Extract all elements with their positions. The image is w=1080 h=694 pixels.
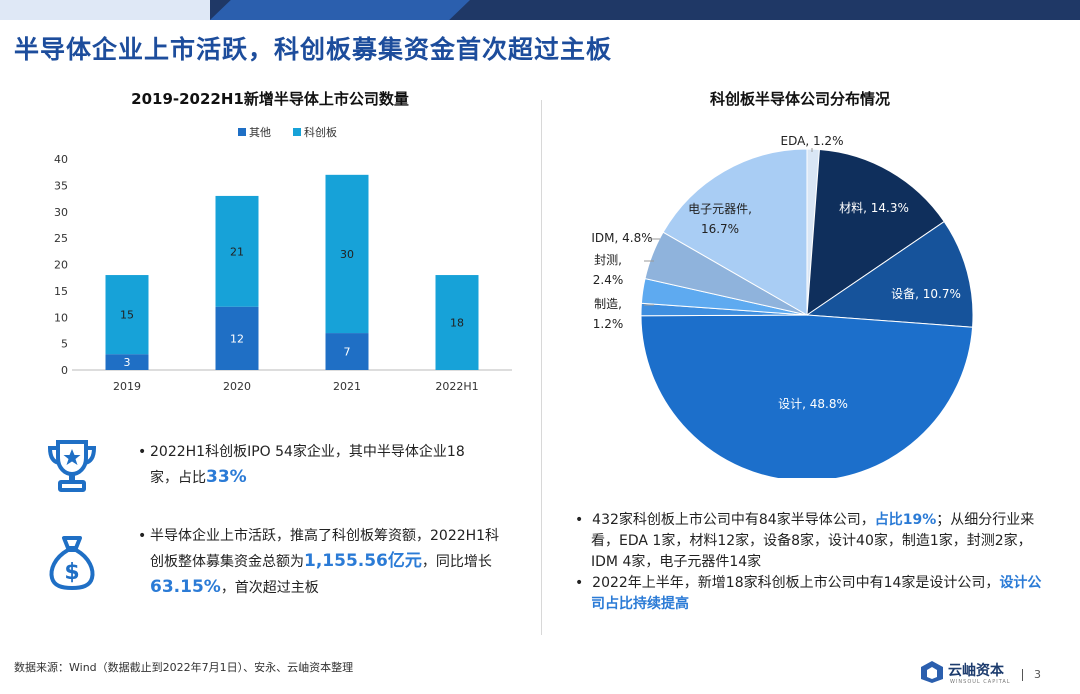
right-bullet-2: • 2022年上半年，新增18家科创板上市公司中有14家是设计公司，设计公司占比…	[575, 575, 1042, 612]
left-bullet-1-highlight: 33%	[206, 467, 247, 487]
pie-label-4: 制造, 1.2%	[593, 297, 624, 331]
pie-chart: EDA, 1.2% 材料, 14.3% 设备, 10.7% 设计, 48.8% 制造, 1…	[591, 134, 974, 478]
bar-0-2019	[105, 354, 149, 370]
right-bullet-1-suffix: ；从细分行业来看，EDA 1家，材料12家，设备8家，设计40家，制造1家，封测…	[591, 512, 1035, 570]
y-tick-label: 5	[61, 338, 68, 351]
y-tick-label: 15	[54, 285, 68, 298]
pie-label-0: EDA, 1.2%	[781, 134, 844, 148]
bar-1-2022H1	[435, 275, 479, 370]
pie-chart-title: 科创板半导体公司分布情况	[709, 90, 890, 108]
y-tick-label: 20	[54, 259, 68, 272]
pie-slice-7	[662, 148, 808, 316]
svg-text:$: $	[64, 560, 79, 585]
pie-slice-2	[805, 220, 974, 328]
y-tick-label: 10	[54, 311, 68, 324]
left-bullet-2-suffix: ，首次超过主板	[220, 580, 319, 596]
banner-light-segment	[0, 0, 210, 20]
pie-label-2: 设备, 10.7%	[891, 287, 961, 301]
money-bag-icon: $	[49, 536, 95, 591]
data-label: 12	[230, 332, 244, 345]
left-bullet-2-mid: ，同比增长	[421, 554, 492, 570]
y-tick-label: 35	[54, 179, 68, 192]
data-label: 3	[124, 356, 131, 369]
top-banner	[0, 0, 1080, 20]
legend-label-1: 科创板	[304, 125, 337, 139]
logo-mark-icon	[921, 661, 943, 683]
pie-label-3: 设计, 48.8%	[778, 397, 848, 411]
x-tick-label: 2022H1	[435, 380, 478, 393]
pie-slice-1	[806, 148, 945, 316]
y-tick-label: 30	[54, 206, 68, 219]
y-tick-label: 0	[61, 364, 68, 377]
y-tick-label: 40	[54, 153, 68, 166]
bar-1-2020	[215, 195, 259, 307]
x-tick-label: 2019	[113, 380, 141, 393]
right-bullet-1-prefix: 432家科创板上市公司中有84家半导体公司，	[592, 512, 875, 528]
data-label: 18	[450, 317, 464, 330]
data-label: 7	[344, 346, 351, 359]
left-bullet-2-highlight-amount: 1,155.56亿元	[304, 551, 422, 571]
pie-label-1: 材料, 14.3%	[839, 201, 909, 215]
page-separator	[1022, 669, 1023, 681]
legend-swatch-1	[293, 128, 301, 136]
right-bullet-2-highlight: 设计公司占比持续提高	[591, 575, 1042, 612]
data-label: 15	[120, 309, 134, 322]
x-tick-label: 2021	[333, 380, 361, 393]
trophy-icon	[47, 440, 97, 492]
left-bullet-2-text: 半导体企业上市活跃，推高了科创板筹资额，2022H1科创板整体募集资金总额为	[150, 528, 500, 570]
logo-text: 云岫资本	[948, 663, 1004, 679]
data-label: 30	[340, 248, 354, 261]
column-divider	[541, 100, 542, 635]
bar-0-2021	[325, 333, 369, 370]
left-bullet-2: • 半导体企业上市活跃，推高了科创板筹资额，2022H1科创板整体募集资金总额为…	[138, 528, 500, 597]
left-bullet-2-highlight-growth: 63.15%	[150, 577, 221, 597]
bar-chart: 其他 科创板 0 5 10 15 20 25 30 35 40 2019 3 15 2020 12 21 2021…	[54, 125, 512, 393]
bar-0-2020	[215, 306, 259, 370]
right-bullet-1-highlight: 占比19%	[874, 512, 937, 528]
legend-swatch-0	[238, 128, 246, 136]
pie-label-6: IDM, 4.8%	[591, 231, 652, 245]
company-logo: 云岫资本 WINSOUL CAPITAL	[920, 660, 1020, 688]
legend-label-0: 其他	[249, 126, 271, 139]
right-bullet-2-prefix: 2022年上半年，新增18家科创板上市公司中有14家是设计公司，	[592, 575, 1000, 591]
page-number: 3	[1034, 668, 1041, 681]
bar-1-2021	[325, 174, 369, 334]
data-label: 21	[230, 245, 244, 258]
y-tick-label: 25	[54, 232, 68, 245]
source-note: 数据来源：Wind（数据截止到2022年7月1日）、安永、云岫资本整理	[14, 661, 354, 674]
pie-label-7: 电子元器件, 16.7%	[688, 202, 752, 236]
bar-chart-title: 2019-2022H1新增半导体上市公司数量	[131, 90, 409, 108]
page-title: 半导体企业上市活跃，科创板募集资金首次超过主板	[14, 35, 613, 64]
right-bullet-1: • 432家科创板上市公司中有84家半导体公司，占比19%；从细分行业来看，ED…	[575, 512, 1035, 570]
x-tick-label: 2020	[223, 380, 251, 393]
left-bullet-1-text: 2022H1科创板IPO 54家企业，其中半导体企业18家，占比	[150, 444, 465, 486]
pie-slice-3	[640, 314, 974, 478]
pie-label-5: 封测, 2.4%	[593, 253, 624, 287]
banner-blue-segment	[210, 0, 470, 20]
right-bullets: • 432家科创板上市公司中有84家半导体公司，占比19%；从细分行业来看，ED…	[575, 510, 1045, 615]
left-bullet-1: • 2022H1科创板IPO 54家企业，其中半导体企业18家，占比33%	[138, 444, 465, 487]
logo-subtext: WINSOUL CAPITAL	[950, 679, 1011, 685]
bar-1-2019	[105, 275, 149, 355]
